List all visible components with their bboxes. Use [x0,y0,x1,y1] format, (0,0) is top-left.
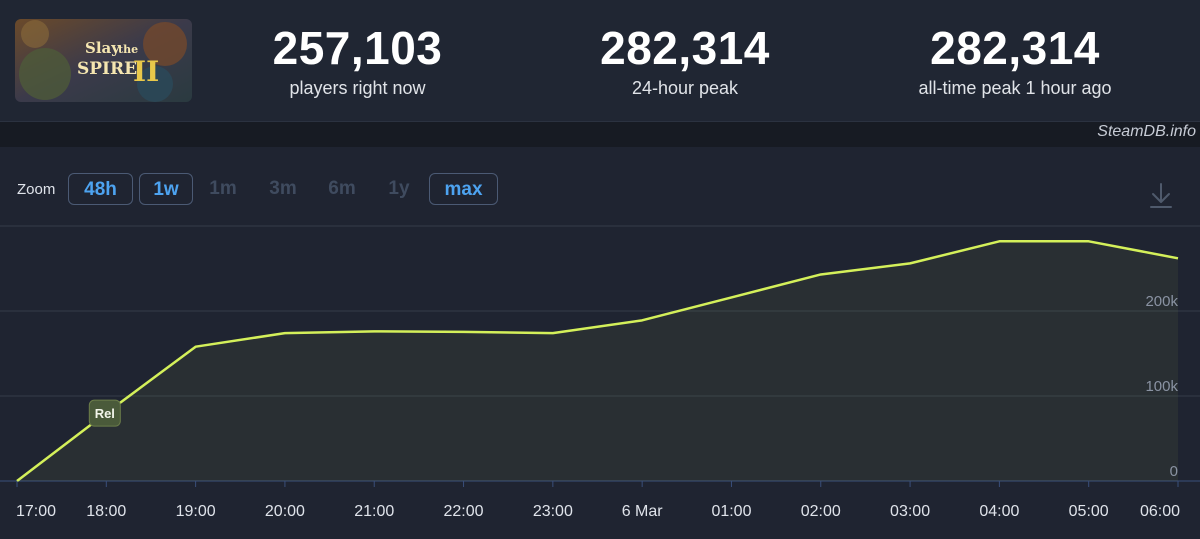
zoom-3m-button[interactable]: 3m [269,178,297,199]
zoom-6m-button[interactable]: 6m [328,178,356,199]
chart-panel: Zoom 48h 1w 1m 3m 6m 1y max [0,147,1200,539]
logo-text-the: the [118,43,138,56]
x-tick-label: 21:00 [354,503,394,520]
x-tick-label: 03:00 [890,503,930,520]
all-time-peak-label: all-time peak 1 hour ago [918,78,1112,98]
x-tick-label: 6 Mar [622,503,664,520]
stat-all-time-peak: 282,314 all-time peak 1 hour ago [895,22,1135,100]
y-tick-label: 100k [1145,378,1178,395]
y-tick-label: 200k [1145,293,1178,310]
release-badge-label: Rel [95,406,115,421]
x-tick-label: 01:00 [711,503,751,520]
release-badge [88,399,121,427]
current-players-label: players right now [289,78,426,98]
zoom-1y-button[interactable]: 1y [388,178,410,199]
stats-panel: Slay the SPIRE II 257,103 players right … [0,0,1200,122]
x-tick-label: 23:00 [533,503,573,520]
24h-peak-label: 24-hour peak [631,78,739,98]
x-tick-label: 04:00 [979,503,1019,520]
zoom-1w-button[interactable]: 1w [139,173,193,205]
x-tick-label: 18:00 [86,503,126,520]
24h-peak-value: 282,314 [600,22,770,74]
download-icon[interactable] [1148,182,1174,210]
logo-text-spire: SPIRE [77,59,137,79]
current-players-value: 257,103 [272,22,443,74]
zoom-label: Zoom [17,181,56,198]
series-area [17,241,1178,481]
all-time-peak-value: 282,314 [930,22,1100,74]
logo-text-slay: Slay [85,39,121,57]
series-line [16,240,1179,482]
x-tick-label: 06:00 [1140,503,1180,520]
zoom-48h-button[interactable]: 48h [68,173,133,205]
stat-current-players: 257,103 players right now [255,22,460,100]
logo-text-numeral: II [133,55,159,88]
x-tick-label: 17:00 [16,503,56,520]
zoom-1m-button[interactable]: 1m [209,178,237,199]
release-marker[interactable]: Rel [88,399,121,427]
x-tick-label: 02:00 [801,503,841,520]
stat-24h-peak: 282,314 24-hour peak [580,22,790,100]
y-tick-label: 0 [1170,463,1178,480]
x-tick-label: 20:00 [265,503,305,520]
x-tick-label: 19:00 [176,503,216,520]
x-tick-label: 05:00 [1069,503,1109,520]
x-tick-label: 22:00 [444,503,484,520]
zoom-max-button[interactable]: max [429,173,498,205]
game-logo[interactable]: Slay the SPIRE II [15,19,192,102]
steamdb-credit[interactable]: SteamDB.info [1097,123,1196,140]
